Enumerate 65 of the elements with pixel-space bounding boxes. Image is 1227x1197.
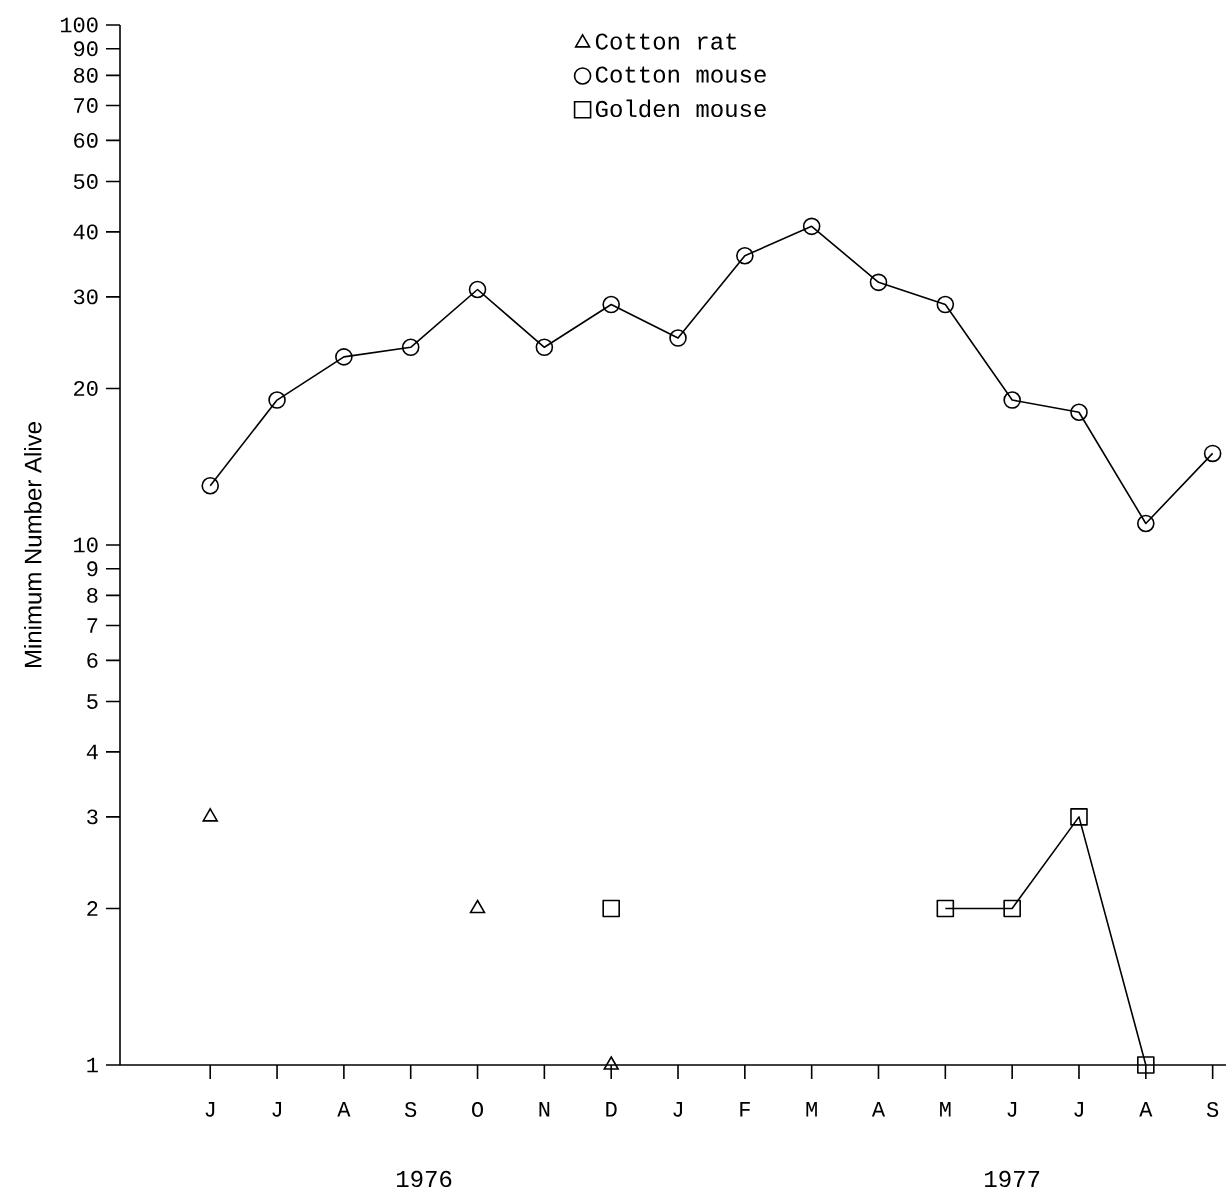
y-tick-label: 50 <box>73 174 98 189</box>
point <box>669 329 687 347</box>
point <box>535 338 554 357</box>
y-tick-label: 20 <box>74 381 98 396</box>
point <box>869 273 888 292</box>
y-tick-label: 100 <box>60 17 98 33</box>
x-tick-label: N <box>539 1102 550 1117</box>
y-tick-label: 6 <box>87 652 98 668</box>
point <box>736 246 754 265</box>
point <box>602 295 620 314</box>
x-tick-label: J <box>272 1102 282 1117</box>
x-tick-label: J <box>1007 1102 1017 1117</box>
point <box>936 899 955 918</box>
x-tick-label: J <box>1074 1102 1083 1117</box>
y-tick-label: 80 <box>73 67 98 83</box>
x-tick-label: A <box>871 1102 886 1117</box>
point <box>468 280 487 299</box>
x-tick-label: O <box>472 1102 484 1117</box>
x-tick-label: M <box>940 1102 951 1117</box>
legend-label: Golden mouse <box>595 99 766 118</box>
point <box>602 899 620 918</box>
y-tick-label: 3 <box>87 809 98 825</box>
y-tick-label: 10 <box>74 537 98 553</box>
y-tick-label: 4 <box>86 744 98 760</box>
y-tick-label: 30 <box>73 289 98 305</box>
point <box>201 476 220 495</box>
point <box>1203 444 1222 463</box>
y-tick-label: 5 <box>87 694 98 709</box>
y-tick-label: 90 <box>74 41 98 57</box>
x-tick-label: S <box>1206 1102 1219 1117</box>
point <box>936 295 955 314</box>
y-tick-label: 70 <box>74 98 98 114</box>
point <box>268 391 286 409</box>
x-tick-label: M <box>806 1102 817 1117</box>
y-tick-label: 7 <box>87 618 98 633</box>
point <box>1070 403 1088 422</box>
y-axis-title: Minimum Number Alive <box>23 422 42 668</box>
point <box>802 217 821 236</box>
text: 1976 <box>396 1170 452 1188</box>
y-tick-label: 60 <box>74 132 98 148</box>
y-tick-label: 2 <box>87 901 98 916</box>
point <box>401 338 420 357</box>
x-tick-label: A <box>337 1102 351 1117</box>
point <box>1137 1056 1155 1074</box>
point <box>469 899 486 914</box>
legend-label: Cotton rat <box>595 33 737 50</box>
x-tick-label: J <box>673 1102 682 1117</box>
point <box>1003 391 1021 409</box>
x-tick-label: F <box>740 1102 750 1117</box>
x-tick-label: A <box>1139 1102 1153 1117</box>
point <box>603 1056 619 1070</box>
x-tick-label: S <box>404 1102 417 1117</box>
x-tick-label: D <box>606 1102 617 1117</box>
y-tick-label: 1 <box>87 1057 98 1073</box>
point <box>1137 514 1155 533</box>
legend-label: Cotton mouse <box>595 66 766 83</box>
point <box>1070 808 1088 826</box>
point <box>1003 899 1021 918</box>
text: 1977 <box>985 1170 1040 1188</box>
point <box>335 348 353 366</box>
x-tick-label: J <box>205 1102 215 1117</box>
point <box>202 808 218 822</box>
y-tick-label: 8 <box>87 587 98 603</box>
y-tick-label: 40 <box>73 224 98 240</box>
y-tick-label: 9 <box>87 561 98 577</box>
